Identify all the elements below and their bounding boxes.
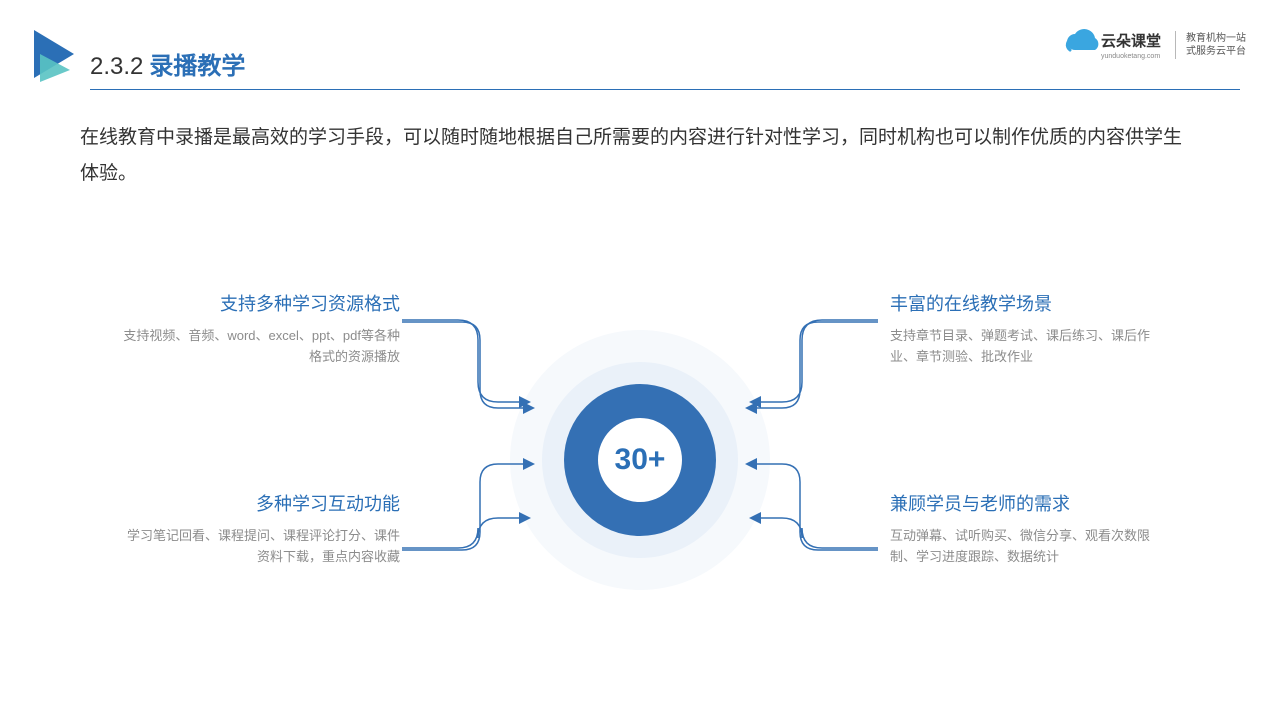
header-underline xyxy=(90,89,1240,90)
feature-diagram: 30+ 支持多种学习资源格式 xyxy=(0,250,1280,670)
slide-play-icon xyxy=(34,30,80,82)
feature-desc: 互动弹幕、试听购买、微信分享、观看次数限制、学习进度跟踪、数据统计 xyxy=(890,526,1170,568)
intro-paragraph: 在线教育中录播是最高效的学习手段，可以随时随地根据自己所需要的内容进行针对性学习… xyxy=(80,120,1200,192)
brand-name-text: 云朵课堂 xyxy=(1101,32,1161,50)
feature-top-left: 支持多种学习资源格式 支持视频、音频、word、excel、ppt、pdf等各种… xyxy=(120,290,400,368)
feature-title: 兼顾学员与老师的需求 xyxy=(890,490,1170,516)
feature-title: 支持多种学习资源格式 xyxy=(120,290,400,316)
feature-desc: 学习笔记回看、课程提问、课程评论打分、课件资料下载，重点内容收藏 xyxy=(120,526,400,568)
brand-divider xyxy=(1175,31,1176,59)
feature-top-right: 丰富的在线教学场景 支持章节目录、弹题考试、课后练习、课后作业、章节测验、批改作… xyxy=(890,290,1170,368)
section-title: 录播教学 xyxy=(149,46,245,81)
feature-bottom-left: 多种学习互动功能 学习笔记回看、课程提问、课程评论打分、课件资料下载，重点内容收… xyxy=(120,490,400,568)
brand-domain-text: yunduoketang.com xyxy=(1101,53,1160,60)
brand-tagline: 教育机构一站 式服务云平台 xyxy=(1186,32,1246,58)
feature-title: 丰富的在线教学场景 xyxy=(890,290,1170,316)
feature-title: 多种学习互动功能 xyxy=(120,490,400,516)
section-number: 2.3.2 xyxy=(90,53,143,81)
feature-bottom-right: 兼顾学员与老师的需求 互动弹幕、试听购买、微信分享、观看次数限制、学习进度跟踪、… xyxy=(890,490,1170,568)
brand-logo-icon: 云朵课堂 yunduoketang.com xyxy=(1061,28,1165,62)
brand-tagline-line1: 教育机构一站 xyxy=(1186,32,1246,45)
center-value: 30+ xyxy=(615,443,666,477)
feature-desc: 支持章节目录、弹题考试、课后练习、课后作业、章节测验、批改作业 xyxy=(890,326,1170,368)
feature-desc: 支持视频、音频、word、excel、ppt、pdf等各种格式的资源播放 xyxy=(120,326,400,368)
brand-area: 云朵课堂 yunduoketang.com 教育机构一站 式服务云平台 xyxy=(1061,28,1246,62)
brand-tagline-line2: 式服务云平台 xyxy=(1186,45,1246,58)
